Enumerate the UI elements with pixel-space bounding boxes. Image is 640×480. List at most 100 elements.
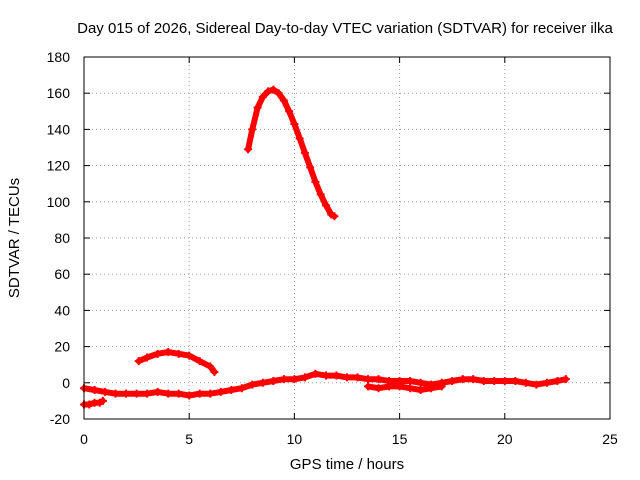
data-point bbox=[316, 190, 325, 199]
plot-border bbox=[83, 56, 611, 420]
data-point bbox=[264, 87, 273, 96]
data-point bbox=[330, 212, 339, 221]
data-point bbox=[561, 375, 570, 384]
data-point bbox=[385, 382, 394, 391]
data-point bbox=[98, 396, 107, 405]
y-tick-label: 20 bbox=[54, 339, 70, 355]
data-point bbox=[458, 375, 467, 384]
data-point bbox=[248, 380, 257, 389]
data-point bbox=[311, 177, 320, 186]
data-point bbox=[153, 387, 162, 396]
data-point bbox=[258, 378, 267, 387]
x-tick-label: 5 bbox=[185, 431, 193, 447]
data-point bbox=[143, 389, 152, 398]
gridlines bbox=[84, 57, 610, 419]
y-tick-label: 140 bbox=[47, 121, 71, 137]
data-point bbox=[206, 362, 215, 371]
data-point bbox=[195, 357, 204, 366]
data-point bbox=[174, 389, 183, 398]
data-point bbox=[364, 382, 373, 391]
y-tick-label: 160 bbox=[47, 85, 71, 101]
data-point bbox=[364, 375, 373, 384]
data-point bbox=[295, 134, 304, 143]
y-tick-label: 80 bbox=[54, 230, 70, 246]
data-point bbox=[374, 384, 383, 393]
data-point bbox=[85, 400, 94, 409]
data-point bbox=[448, 376, 457, 385]
data-point bbox=[153, 349, 162, 358]
data-point bbox=[269, 85, 278, 94]
data-point bbox=[174, 349, 183, 358]
data-point bbox=[132, 389, 141, 398]
data-point bbox=[210, 367, 219, 376]
y-axis-title: SDTVAR / TECUs bbox=[6, 178, 23, 298]
data-point bbox=[164, 348, 173, 357]
data-point bbox=[406, 384, 415, 393]
series-small-arc bbox=[134, 348, 219, 376]
data-point bbox=[279, 96, 288, 105]
data-point bbox=[237, 384, 246, 393]
data-point bbox=[353, 373, 362, 382]
data-point bbox=[321, 201, 330, 210]
axes bbox=[83, 56, 611, 420]
data-point bbox=[300, 148, 309, 157]
data-point bbox=[111, 389, 120, 398]
data-point bbox=[427, 384, 436, 393]
data-point bbox=[279, 375, 288, 384]
data-point bbox=[532, 380, 541, 389]
y-tick-label: 120 bbox=[47, 158, 71, 174]
data-point bbox=[469, 375, 478, 384]
data-point bbox=[90, 386, 99, 395]
data-point bbox=[374, 375, 383, 384]
data-point bbox=[227, 386, 236, 395]
data-point bbox=[290, 375, 299, 384]
data-point bbox=[274, 89, 283, 98]
data-point bbox=[244, 145, 253, 154]
series-main-band bbox=[80, 369, 570, 400]
series-large-arc bbox=[244, 85, 339, 221]
data-point bbox=[542, 378, 551, 387]
data-point bbox=[416, 386, 425, 395]
x-tick-label: 20 bbox=[497, 431, 513, 447]
chart-title: Day 015 of 2026, Sidereal Day-to-day VTE… bbox=[77, 20, 613, 37]
data-point bbox=[143, 353, 152, 362]
data-point bbox=[216, 387, 225, 396]
data-point bbox=[479, 376, 488, 385]
data-series bbox=[80, 85, 570, 409]
data-point bbox=[206, 389, 215, 398]
data-point bbox=[253, 103, 262, 112]
data-point bbox=[437, 382, 446, 391]
x-tick-label: 10 bbox=[287, 431, 303, 447]
data-point bbox=[332, 371, 341, 380]
data-point bbox=[185, 351, 194, 360]
data-point bbox=[521, 378, 530, 387]
x-tick-label: 0 bbox=[80, 431, 88, 447]
data-point bbox=[122, 389, 131, 398]
data-point bbox=[500, 376, 509, 385]
data-point bbox=[406, 376, 415, 385]
data-point bbox=[300, 373, 309, 382]
data-point bbox=[343, 373, 351, 382]
data-point bbox=[416, 378, 425, 387]
data-point bbox=[101, 387, 110, 396]
data-point bbox=[321, 371, 330, 380]
data-point bbox=[553, 376, 562, 385]
data-point bbox=[490, 376, 499, 385]
y-tick-label: 100 bbox=[47, 194, 71, 210]
data-point bbox=[195, 389, 204, 398]
y-tick-label: 40 bbox=[54, 302, 70, 318]
data-point bbox=[511, 376, 520, 385]
data-point bbox=[290, 119, 299, 128]
y-tick-label: 180 bbox=[47, 49, 71, 65]
x-tick-label: 25 bbox=[602, 431, 618, 447]
data-point bbox=[269, 376, 278, 385]
data-point bbox=[185, 391, 194, 400]
data-point bbox=[248, 125, 257, 134]
x-axis-title: GPS time / hours bbox=[290, 456, 404, 473]
data-point bbox=[164, 389, 173, 398]
y-tick-label: -20 bbox=[50, 411, 70, 427]
data-point bbox=[311, 369, 320, 378]
data-point bbox=[285, 107, 294, 116]
data-point bbox=[258, 92, 267, 101]
